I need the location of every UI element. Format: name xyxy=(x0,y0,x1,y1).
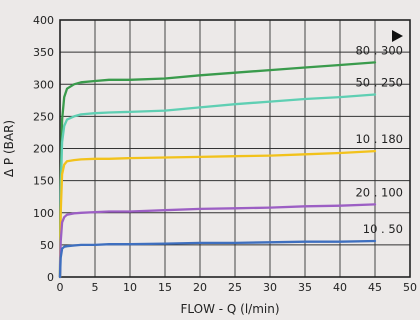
y-tick-label: 400 xyxy=(33,14,54,27)
series-label: 10 . 50 xyxy=(363,222,403,236)
series-label: 10 . 180 xyxy=(355,132,403,146)
series-line xyxy=(58,93,377,279)
x-tick-label: 25 xyxy=(228,281,242,294)
x-tick-label: 5 xyxy=(92,281,99,294)
plot-area xyxy=(59,19,411,278)
x-tick-label: 35 xyxy=(298,281,312,294)
y-tick-label: 0 xyxy=(47,271,54,284)
y-tick-label: 150 xyxy=(33,175,54,188)
x-tick-label: 50 xyxy=(403,281,417,294)
chart-grid xyxy=(59,19,411,278)
play-triangle-icon xyxy=(392,30,403,42)
x-tick-label: 0 xyxy=(57,281,64,294)
x-tick-label: 15 xyxy=(158,281,172,294)
x-tick-label: 40 xyxy=(333,281,347,294)
series-line xyxy=(58,239,377,279)
series-line xyxy=(58,149,377,279)
series-label: 80 . 300 xyxy=(355,43,403,57)
x-tick-label: 10 xyxy=(123,281,137,294)
series-labels: 80 . 300 50 . 250 10 . 180 20 . 100 10 . 50 xyxy=(355,43,403,236)
x-tick-labels: 0 5 10 15 20 25 30 35 40 45 50 xyxy=(57,281,418,294)
y-tick-label: 200 xyxy=(33,143,54,156)
y-tick-label: 350 xyxy=(33,46,54,59)
x-tick-label: 30 xyxy=(263,281,277,294)
series-label: 50 . 250 xyxy=(355,76,403,90)
y-tick-label: 250 xyxy=(33,110,54,123)
series-line xyxy=(58,61,377,279)
series-lines xyxy=(58,61,377,279)
x-tick-label: 20 xyxy=(193,281,207,294)
series-line xyxy=(58,203,377,279)
x-tick-label: 45 xyxy=(368,281,382,294)
y-tick-label: 50 xyxy=(40,239,54,252)
y-axis-title: Δ P (BAR) xyxy=(2,120,16,177)
y-tick-labels: 0 50 100 150 200 250 300 350 400 xyxy=(33,14,54,284)
y-tick-label: 100 xyxy=(33,207,54,220)
y-tick-label: 300 xyxy=(33,78,54,91)
series-label: 20 . 100 xyxy=(355,185,403,199)
x-axis-title: FLOW - Q (l/min) xyxy=(180,302,279,316)
